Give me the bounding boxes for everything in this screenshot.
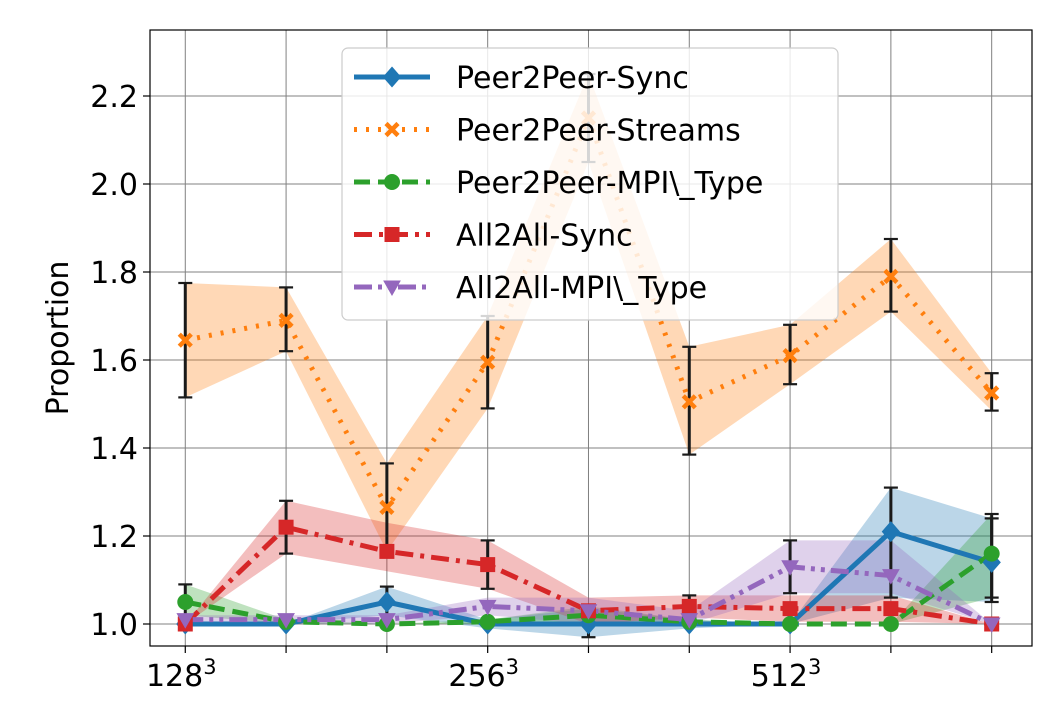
x-axis: 1283 2563 5123 [146, 646, 993, 694]
point-peer2peer-streams [782, 348, 798, 364]
point-peer2peer-streams [883, 268, 899, 284]
point-peer2peer-mpi-type [782, 616, 799, 632]
point-peer2peer-streams [177, 332, 193, 348]
x-tick-label: 1283 [146, 655, 217, 694]
y-axis-label: Proportion [41, 261, 76, 416]
series-markers [176, 110, 1001, 635]
y-tick-label: 1.6 [90, 344, 138, 379]
point-peer2peer-sync [881, 521, 901, 543]
point-all2all-mpi-type [781, 560, 799, 576]
line-peer2peer-mpi-type [184, 551, 994, 627]
legend-marker [384, 227, 400, 242]
point-peer2peer-mpi-type [177, 594, 194, 610]
band-peer2peer-mpi-type [185, 514, 992, 624]
plot-frame [149, 29, 1033, 647]
legend-label: All2All-Sync [456, 219, 633, 254]
y-tick-label: 1.8 [90, 256, 138, 291]
point-peer2peer-streams [379, 499, 395, 515]
point-all2all-sync [278, 519, 294, 535]
legend-label: Peer2Peer-Streams [456, 114, 741, 149]
legend-marker [382, 66, 402, 88]
point-all2all-sync [480, 557, 496, 573]
point-peer2peer-streams [480, 354, 496, 370]
x-tick-label: 2563 [448, 655, 519, 694]
point-all2all-mpi-type [579, 604, 598, 620]
point-peer2peer-sync [377, 591, 397, 613]
y-axis: 1.0 1.2 1.4 1.6 1.8 2.0 2.2 [90, 80, 150, 643]
point-all2all-mpi-type [982, 617, 1001, 634]
line-all2all-sync [183, 524, 993, 627]
y-tick-label: 1.0 [90, 608, 138, 643]
legend-box [341, 47, 839, 321]
point-all2all-mpi-type [176, 613, 195, 629]
point-all2all-sync [782, 601, 798, 617]
legend-label: Peer2Peer-Sync [456, 61, 689, 96]
point-all2all-mpi-type [882, 569, 900, 585]
y-tick-label: 1.2 [90, 520, 138, 555]
x-tick-label: 5123 [751, 655, 822, 694]
point-all2all-mpi-type [277, 613, 295, 629]
point-all2all-sync [379, 543, 395, 559]
y-tick-label: 2.2 [90, 80, 138, 115]
point-all2all-mpi-type [478, 599, 497, 616]
legend-marker [383, 280, 401, 297]
point-peer2peer-mpi-type [882, 616, 899, 632]
legend: Peer2Peer-Sync Peer2Peer-Streams Peer2Peer… [341, 47, 839, 321]
legend-marker [384, 174, 400, 190]
y-tick-label: 1.4 [90, 432, 138, 467]
point-peer2peer-streams [278, 312, 294, 328]
legend-marker [384, 121, 400, 138]
point-all2all-sync [681, 598, 697, 614]
point-peer2peer-streams [984, 385, 1000, 401]
point-peer2peer-streams [681, 394, 697, 410]
point-all2all-mpi-type [378, 613, 396, 629]
point-peer2peer-mpi-type [479, 613, 496, 630]
y-tick-label: 2.0 [90, 168, 138, 203]
point-all2all-sync [883, 601, 899, 617]
point-all2all-mpi-type [680, 613, 699, 629]
legend-label: Peer2Peer-MPI\_Type [456, 166, 763, 201]
point-peer2peer-mpi-type [983, 545, 1000, 562]
legend-label: All2All-MPI\_Type [456, 271, 707, 306]
